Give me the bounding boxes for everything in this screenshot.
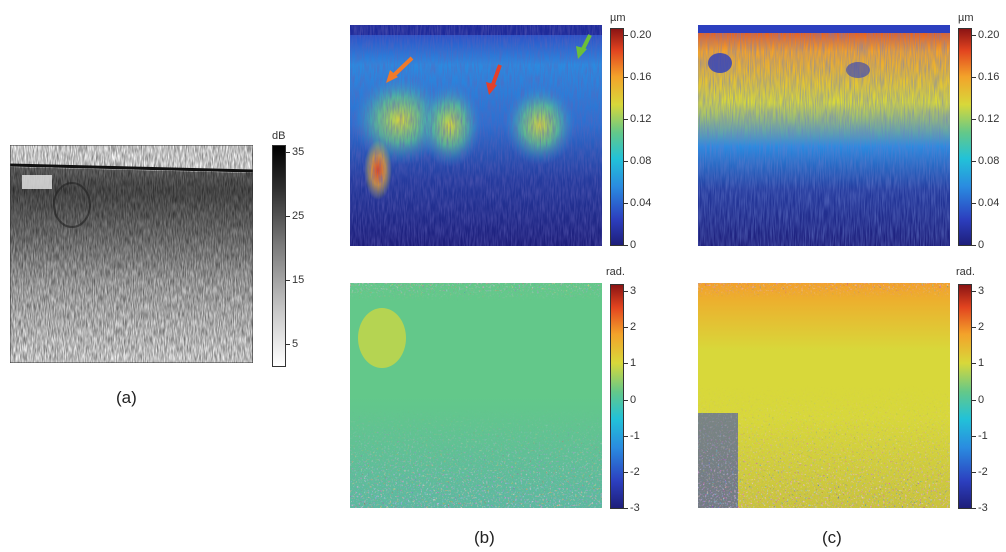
displacement-c-tick-label: 0.16 [978,71,1000,83]
phase-b-tick-label: -1 [630,429,640,442]
phase-b-tick-label: 3 [630,285,637,297]
phase-colorbar-c [958,284,972,509]
phase-b-tick-label: 2 [630,321,637,334]
displacement-colorbar-b [610,28,624,246]
phase-unit-label-c: rad. [956,266,975,278]
phase-map-c [698,283,950,508]
displacement-c-tick-mark [972,245,976,246]
intensity-tick-mark [286,152,290,153]
displacement-c-tick-mark [972,35,976,36]
phase-b-tick-mark [624,435,628,437]
phase-colorbar-b [610,284,624,509]
phase-b-tick-mark [624,471,628,473]
intensity-tick-label: 15 [292,274,305,286]
phase-b-tick-mark [624,508,628,509]
displacement-map-b [350,25,602,246]
phase-b-tick-mark [624,399,628,401]
intensity-unit-label: dB [272,130,286,142]
phase-unit-label-b: rad. [606,266,625,278]
displacement-c-tick-label: 0.08 [978,155,1000,167]
annotation-arrows [386,34,592,95]
displacement-c-tick-mark [972,119,976,120]
phase-c-tick-mark [972,508,976,509]
displacement-c-tick-mark [972,161,976,162]
displacement-c-tick-label: 0 [978,239,985,251]
displacement-b-tick-mark [624,35,628,36]
oct-intensity-image [10,145,253,363]
displacement-b-tick-label: 0.04 [630,197,652,209]
caption-c: (c) [822,528,842,547]
displacement-b-tick-mark [624,161,628,162]
phase-c-tick-label: -2 [978,465,988,478]
caption-b: (b) [474,528,495,547]
phase-b-tick-label: 1 [630,357,637,370]
intensity-tick-label: 25 [292,210,305,222]
phase-c-tick-label: 0 [978,393,985,406]
displacement-b-tick-mark [624,203,628,204]
intensity-tick-mark [286,280,290,281]
displacement-c-tick-mark [972,77,976,78]
intensity-colorbar [272,145,286,367]
caption-a: (a) [116,388,137,407]
intensity-tick-mark [286,216,290,217]
phase-b-tick-mark [624,291,628,292]
phase-map-b [350,283,602,508]
displacement-b-tick-label: 0 [630,239,637,251]
phase-c-tick-mark [972,471,976,473]
phase-c-tick-mark [972,363,976,365]
phase-b-tick-mark [624,363,628,365]
phase-c-tick-mark [972,399,976,401]
phase-c-tick-label: -1 [978,429,988,442]
phase-c-tick-mark [972,291,976,292]
displacement-b-tick-mark [624,119,628,120]
displacement-b-tick-label: 0.16 [630,71,652,83]
intensity-tick-label: 35 [292,146,305,158]
intensity-tick-label: 5 [292,338,299,350]
phase-c-tick-mark [972,435,976,437]
phase-c-tick-mark [972,327,976,329]
displacement-b-tick-label: 0.08 [630,155,652,167]
displacement-map-c [698,25,950,246]
displacement-c-tick-mark [972,203,976,204]
phase-c-tick-label: 1 [978,357,985,370]
phase-b-tick-label: 0 [630,393,637,406]
displacement-b-tick-mark [624,77,628,78]
displacement-colorbar-c [958,28,972,246]
phase-b-tick-label: -3 [630,502,640,514]
phase-b-tick-mark [624,327,628,329]
phase-c-tick-label: 2 [978,321,985,334]
phase-c-tick-label: 3 [978,285,985,297]
phase-b-tick-label: -2 [630,465,640,478]
intensity-tick-mark [286,344,290,345]
displacement-unit-label-c: µm [958,12,974,24]
displacement-c-tick-label: 0.04 [978,197,1000,209]
displacement-unit-label-b: µm [610,12,626,24]
displacement-c-tick-label: 0.12 [978,113,1000,125]
displacement-b-tick-label: 0.20 [630,29,652,41]
displacement-c-tick-label: 0.20 [978,29,1000,41]
phase-c-tick-label: -3 [978,502,988,514]
displacement-b-tick-mark [624,245,628,246]
displacement-b-tick-label: 0.12 [630,113,652,125]
